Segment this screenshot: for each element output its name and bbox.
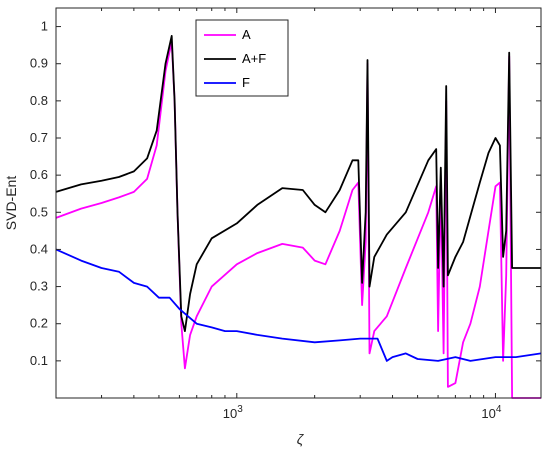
x-tick-label: 103 (223, 404, 243, 421)
plot-background (56, 8, 541, 398)
y-tick-label: 0.6 (30, 167, 48, 182)
y-tick-label: 0.2 (30, 316, 48, 331)
y-tick-label: 0.8 (30, 93, 48, 108)
series-layer (55, 35, 542, 399)
x-tick-exponent: 3 (237, 404, 243, 415)
y-tick-label: 0.4 (30, 241, 48, 256)
x-axis-label: ζ (297, 431, 305, 447)
x-tick-exponent: 4 (496, 404, 502, 415)
series-line-f (55, 248, 542, 362)
y-tick-label: 0.7 (30, 130, 48, 145)
legend-label: A+F (242, 51, 266, 66)
y-tick-label: 0.9 (30, 56, 48, 71)
y-tick-label: 0.3 (30, 279, 48, 294)
legend-label: A (242, 27, 251, 42)
legend-label: F (242, 75, 250, 90)
y-tick-label: 1 (41, 19, 48, 34)
y-tick-label: 0.1 (30, 353, 48, 368)
y-tick-label: 0.5 (30, 204, 48, 219)
y-axis-label: SVD-Ent (3, 176, 19, 231)
legend: A A+F F (195, 19, 289, 97)
x-tick-label: 104 (481, 404, 501, 421)
ticks-layer: 0.1 0.2 0.3 0.4 0.5 0.6 0.7 0.8 0.9 1 103 104 (30, 8, 541, 421)
axes-box (55, 7, 542, 399)
series-line-a-f (55, 35, 541, 332)
